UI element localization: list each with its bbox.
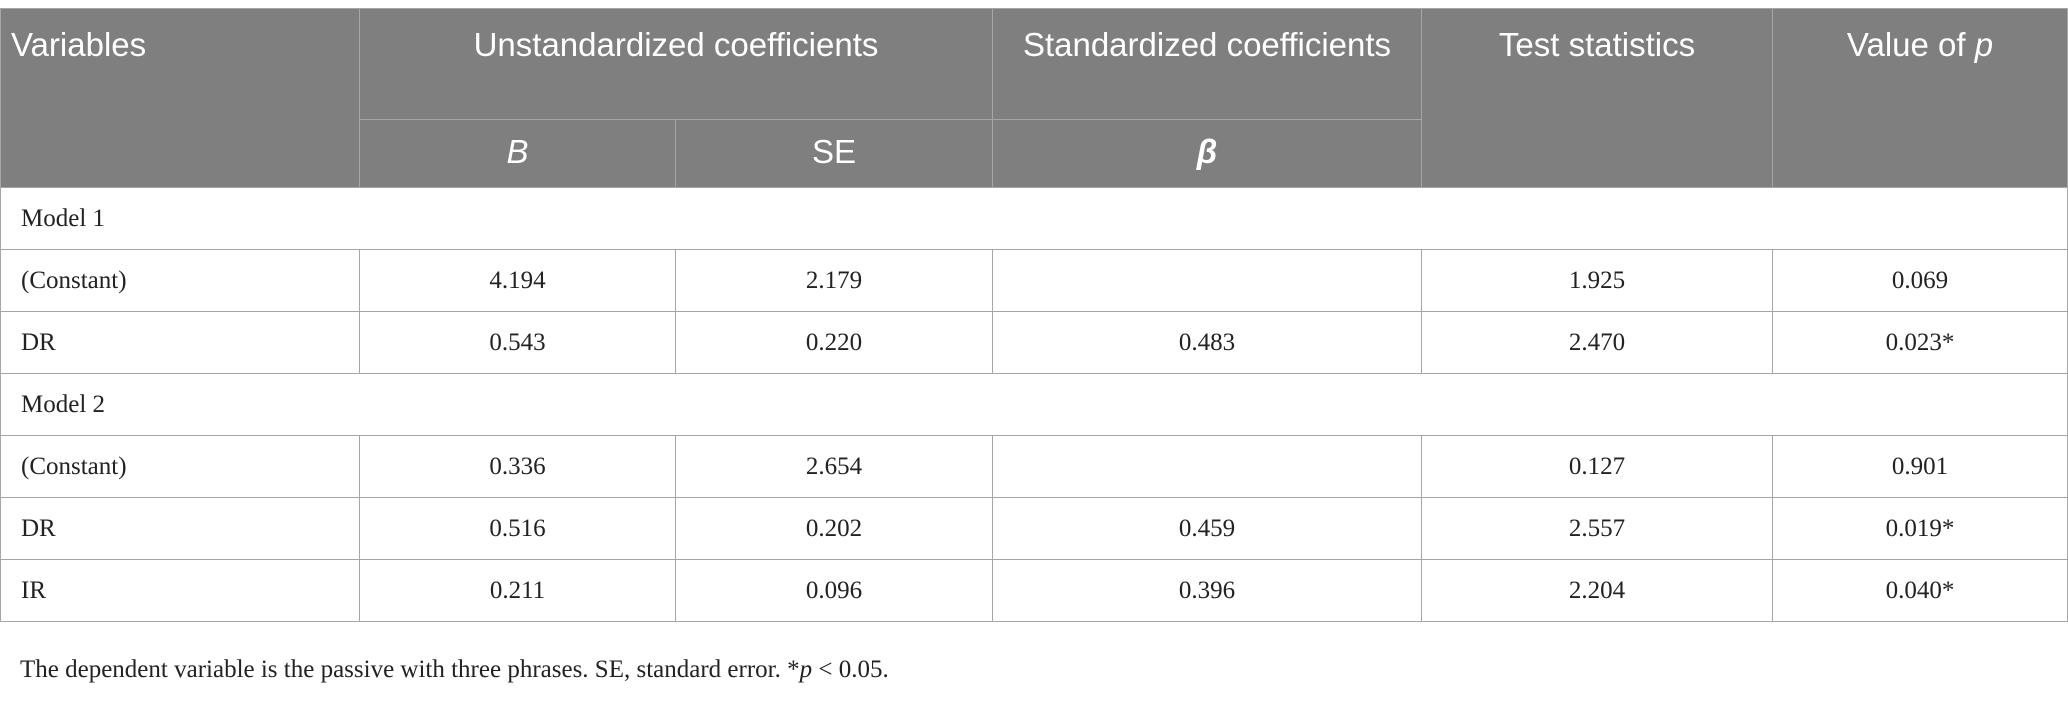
cell-se: 2.654	[675, 435, 993, 498]
header-value-of-p-prefix: Value of	[1846, 26, 1975, 63]
cell-se: 2.179	[675, 249, 993, 312]
cell-p-value: 0.069	[1772, 249, 2068, 312]
cell-test-statistic: 2.204	[1421, 559, 1773, 622]
cell-p-value: 0.023*	[1772, 311, 2068, 374]
regression-table-container: Variables Unstandardized coefficients St…	[0, 8, 2068, 622]
table-footnote: The dependent variable is the passive wi…	[20, 656, 889, 684]
cell-beta: 0.459	[992, 497, 1422, 560]
header-test-statistics: Test statistics	[1421, 8, 1773, 188]
header-unstandardized-coefficients: Unstandardized coefficients	[359, 8, 993, 120]
cell-p-value: 0.019*	[1772, 497, 2068, 560]
cell-beta: 0.396	[992, 559, 1422, 622]
table-body: Model 1 (Constant) 4.194 2.179 1.925 0.0…	[0, 187, 2068, 622]
cell-b: 0.211	[359, 559, 676, 622]
section-row-model-2: Model 2	[0, 373, 2068, 436]
cell-variable: DR	[0, 497, 360, 560]
table-row: DR 0.543 0.220 0.483 2.470 0.023*	[0, 311, 2068, 374]
footnote-text: The dependent variable is the passive wi…	[20, 656, 800, 683]
header-beta: β	[992, 119, 1422, 188]
cell-beta	[992, 435, 1422, 498]
footnote-p-symbol: p	[799, 656, 813, 683]
cell-variable: (Constant)	[0, 435, 360, 498]
cell-variable: (Constant)	[0, 249, 360, 312]
header-variables: Variables	[0, 8, 360, 188]
header-standardized-coefficients: Standardized coefficients	[992, 8, 1422, 120]
cell-b: 4.194	[359, 249, 676, 312]
footnote-threshold: < 0.05.	[812, 656, 889, 683]
cell-beta	[992, 249, 1422, 312]
header-value-of-p: Value of p	[1772, 8, 2068, 188]
table-header: Variables Unstandardized coefficients St…	[0, 8, 2068, 188]
cell-se: 0.220	[675, 311, 993, 374]
cell-se: 0.096	[675, 559, 993, 622]
header-p-symbol: p	[1974, 26, 1994, 63]
cell-b: 0.336	[359, 435, 676, 498]
cell-p-value: 0.040*	[1772, 559, 2068, 622]
section-label-model-1: Model 1	[0, 187, 2068, 250]
cell-b: 0.516	[359, 497, 676, 560]
cell-test-statistic: 0.127	[1421, 435, 1773, 498]
header-se: SE	[675, 119, 993, 188]
cell-test-statistic: 2.470	[1421, 311, 1773, 374]
cell-p-value: 0.901	[1772, 435, 2068, 498]
header-b: B	[359, 119, 676, 188]
section-label-model-2: Model 2	[0, 373, 2068, 436]
cell-se: 0.202	[675, 497, 993, 560]
table-row: (Constant) 0.336 2.654 0.127 0.901	[0, 435, 2068, 498]
cell-test-statistic: 1.925	[1421, 249, 1773, 312]
table-row: (Constant) 4.194 2.179 1.925 0.069	[0, 249, 2068, 312]
cell-variable: IR	[0, 559, 360, 622]
cell-beta: 0.483	[992, 311, 1422, 374]
cell-variable: DR	[0, 311, 360, 374]
cell-b: 0.543	[359, 311, 676, 374]
cell-test-statistic: 2.557	[1421, 497, 1773, 560]
table-row: DR 0.516 0.202 0.459 2.557 0.019*	[0, 497, 2068, 560]
regression-table: Variables Unstandardized coefficients St…	[0, 8, 2068, 622]
section-row-model-1: Model 1	[0, 187, 2068, 250]
table-row: IR 0.211 0.096 0.396 2.204 0.040*	[0, 559, 2068, 622]
